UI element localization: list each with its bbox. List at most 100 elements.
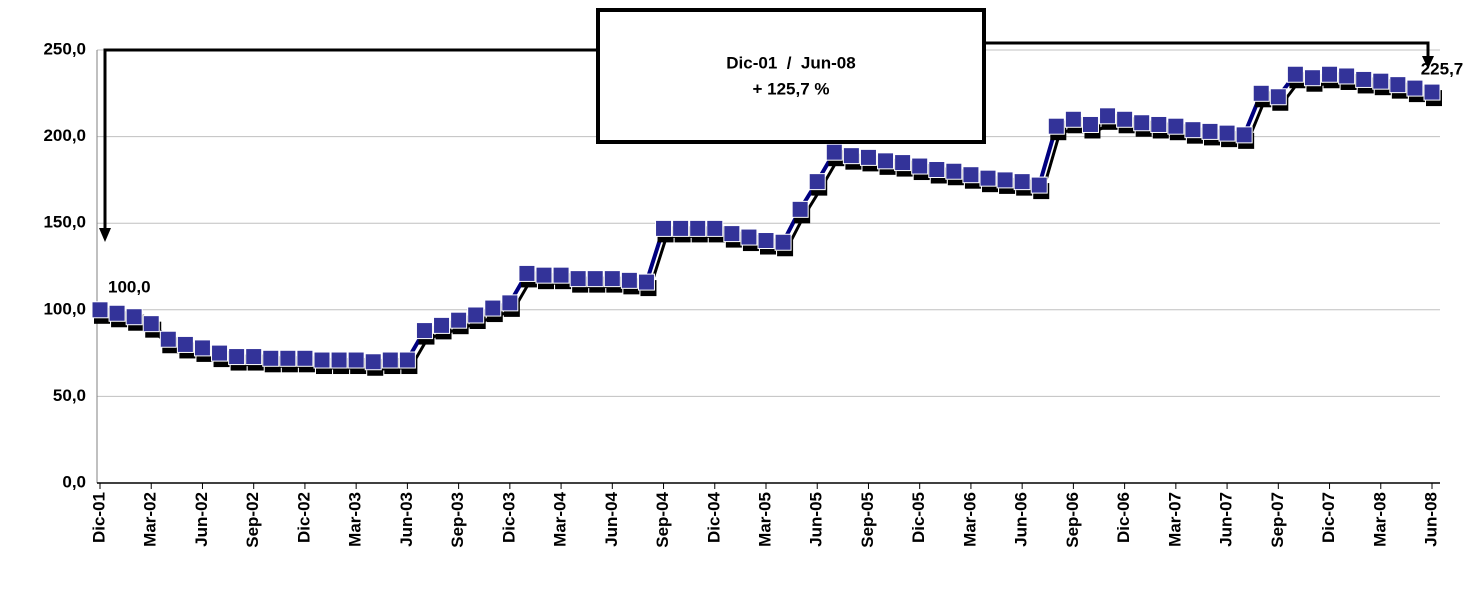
marker	[381, 351, 399, 369]
marker	[1423, 83, 1441, 101]
marker	[245, 348, 263, 366]
marker	[1389, 76, 1407, 94]
marker	[467, 306, 485, 324]
x-tick-label: Mar-03	[346, 492, 365, 547]
annotation-box	[596, 8, 986, 144]
marker	[945, 162, 963, 180]
marker	[1355, 70, 1373, 88]
marker	[859, 148, 877, 166]
marker	[1133, 114, 1151, 132]
marker	[450, 311, 468, 329]
data-label: 225,7	[1421, 60, 1464, 79]
marker	[125, 308, 143, 326]
marker	[1099, 107, 1117, 125]
marker	[672, 219, 690, 237]
marker	[176, 335, 194, 353]
marker	[1372, 72, 1390, 90]
marker	[433, 316, 451, 334]
marker	[569, 270, 587, 288]
marker	[313, 351, 331, 369]
x-tick-label: Jun-02	[192, 492, 211, 547]
x-tick-label: Mar-04	[551, 491, 570, 546]
marker	[911, 157, 929, 175]
marker	[296, 349, 314, 367]
marker	[757, 232, 775, 250]
x-tick-label: Mar-05	[755, 492, 774, 547]
marker	[1081, 115, 1099, 133]
x-tick-label: Jun-08	[1421, 492, 1440, 547]
x-tick-label: Jun-04	[602, 491, 621, 546]
y-tick-label: 50,0	[53, 386, 86, 405]
marker	[586, 270, 604, 288]
marker	[279, 349, 297, 367]
marker	[740, 228, 758, 246]
marker	[1047, 117, 1065, 135]
marker	[603, 270, 621, 288]
x-tick-label: Jun-05	[807, 492, 826, 547]
x-tick-label: Dic-06	[1114, 492, 1133, 543]
marker	[1286, 65, 1304, 83]
marker	[996, 171, 1014, 189]
marker	[1218, 124, 1236, 142]
marker	[1252, 84, 1270, 102]
marker	[1235, 126, 1253, 144]
marker	[552, 266, 570, 284]
x-tick-label: Dic-07	[1319, 492, 1338, 543]
annotation: + 125,7 %	[752, 79, 829, 98]
marker	[484, 299, 502, 317]
x-tick-label: Jun-03	[397, 492, 416, 547]
marker	[193, 339, 211, 357]
marker	[723, 225, 741, 243]
x-tick-label: Sep-05	[858, 492, 877, 548]
marker	[1030, 176, 1048, 194]
marker	[1338, 67, 1356, 85]
marker	[825, 143, 843, 161]
marker	[808, 173, 826, 191]
marker	[398, 351, 416, 369]
x-tick-label: Mar-07	[1165, 492, 1184, 547]
marker	[655, 219, 673, 237]
marker	[1184, 121, 1202, 139]
marker	[842, 147, 860, 165]
marker	[1321, 65, 1339, 83]
marker	[962, 166, 980, 184]
y-tick-label: 200,0	[43, 126, 86, 145]
x-tick-label: Jun-07	[1217, 492, 1236, 547]
marker	[501, 294, 519, 312]
marker	[1167, 117, 1185, 135]
marker	[706, 219, 724, 237]
marker	[535, 266, 553, 284]
marker	[928, 161, 946, 179]
marker	[1303, 69, 1321, 87]
marker	[774, 233, 792, 251]
marker	[142, 315, 160, 333]
x-tick-label: Sep-03	[448, 492, 467, 548]
marker	[877, 152, 895, 170]
x-tick-label: Dic-05	[909, 492, 928, 543]
marker	[1201, 122, 1219, 140]
x-tick-label: Jun-06	[1012, 492, 1031, 547]
x-tick-label: Dic-01	[89, 492, 108, 543]
marker	[1150, 115, 1168, 133]
x-tick-label: Mar-06	[960, 492, 979, 547]
marker	[979, 169, 997, 187]
arrow-head	[99, 228, 111, 242]
marker	[415, 322, 433, 340]
plot: 100,0 225,7	[91, 60, 1464, 376]
marker	[91, 301, 109, 319]
annotation: Dic-01 / Jun-08	[726, 53, 855, 72]
y-tick-label: 150,0	[43, 213, 86, 232]
x-tick-label: Dic-02	[294, 492, 313, 543]
marker	[791, 200, 809, 218]
marker	[330, 351, 348, 369]
x-tick-label: Dic-03	[499, 492, 518, 543]
y-tick-label: 0,0	[62, 472, 86, 491]
marker	[1406, 79, 1424, 97]
marker	[637, 273, 655, 291]
marker	[689, 219, 707, 237]
marker	[262, 349, 280, 367]
arrow	[895, 41, 1430, 56]
marker	[1064, 110, 1082, 128]
x-tick-label: Mar-02	[141, 492, 160, 547]
